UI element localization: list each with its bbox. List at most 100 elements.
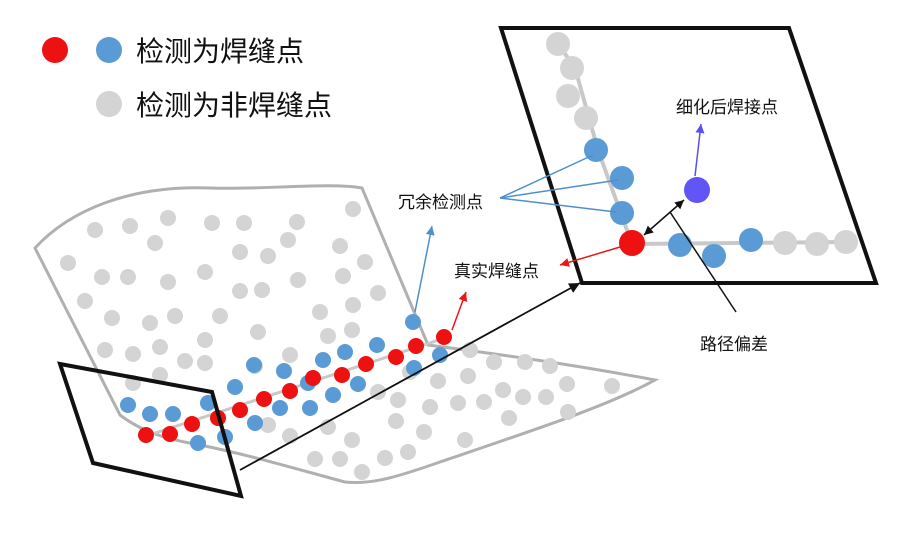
inset-non-weld-point [773, 231, 797, 255]
redundant-point [302, 400, 318, 416]
inset-redundant-point [584, 138, 608, 162]
non-weld-point [486, 354, 502, 370]
non-weld-point [152, 367, 168, 383]
inset-true-weld-point [619, 230, 645, 256]
redundant-point [369, 337, 385, 353]
non-weld-point [290, 272, 306, 288]
redundant-point [246, 357, 262, 373]
non-weld-point [236, 215, 252, 231]
non-weld-point [120, 269, 136, 285]
redundant-arrow [414, 225, 435, 313]
non-weld-point [345, 201, 361, 217]
non-weld-point [260, 248, 276, 264]
label-path-deviation: 路径偏差 [700, 335, 768, 355]
label-refined: 细化后焊接点 [676, 98, 778, 118]
redundant-point [276, 363, 292, 379]
inset-redundant-point [610, 201, 634, 225]
refined-arrow [694, 123, 705, 177]
non-weld-point [250, 324, 266, 340]
non-weld-point [307, 451, 323, 467]
non-weld-point [260, 417, 276, 433]
inset-non-weld-point [560, 56, 584, 80]
non-weld-point [160, 210, 176, 226]
legend-weld-label: 检测为焊缝点 [136, 35, 305, 68]
true-weld-point [162, 426, 178, 442]
non-weld-point [344, 432, 360, 448]
non-weld-point [332, 451, 348, 467]
non-weld-point [87, 222, 103, 238]
non-weld-point [460, 368, 476, 384]
redundant-point [272, 400, 288, 416]
non-weld-point [430, 373, 446, 389]
non-weld-point [538, 389, 554, 405]
non-weld-point [197, 355, 213, 371]
non-weld-point [232, 283, 248, 299]
redundant-point [142, 406, 158, 422]
non-weld-point [77, 293, 93, 309]
true-weld-point [436, 329, 452, 345]
non-weld-point [604, 378, 620, 394]
non-weld-point [177, 353, 193, 369]
legend-blue-dot [96, 37, 122, 63]
zoom-frame [498, 26, 879, 285]
true-weld-point [334, 367, 350, 383]
non-weld-point [542, 358, 558, 374]
redundant-point [165, 406, 181, 422]
non-weld-point [400, 444, 416, 460]
non-weld-point [204, 215, 220, 231]
non-weld-point [476, 394, 492, 410]
non-weld-point [167, 308, 183, 324]
non-weld-point [354, 464, 370, 480]
non-weld-point [559, 376, 575, 392]
non-weld-point [280, 232, 296, 248]
non-weld-point [97, 342, 113, 358]
legend-non-weld-label: 检测为非焊缝点 [136, 89, 333, 122]
non-weld-point [457, 432, 473, 448]
redundant-point [247, 415, 263, 431]
non-weld-point [312, 304, 328, 320]
non-weld-point [122, 218, 138, 234]
non-weld-point [332, 238, 348, 254]
legend-weld: 检测为焊缝点 [42, 30, 304, 70]
true-weld-point [388, 349, 404, 365]
non-weld-point [370, 285, 386, 301]
non-weld-point [212, 308, 228, 324]
label-true-weld: 真实焊缝点 [454, 262, 539, 282]
workpiece-surface [33, 184, 660, 485]
true-weld-arrow [559, 246, 621, 267]
true-weld-point [282, 383, 298, 399]
label-redundant: 冗余检测点 [398, 193, 483, 213]
legend-red-dot [42, 37, 68, 63]
inset-redundant-point [702, 244, 726, 268]
non-weld-point [450, 395, 466, 411]
non-weld-point [422, 399, 438, 415]
zoom-connector [239, 282, 581, 471]
inset-redundant-point [610, 166, 634, 190]
non-weld-point [345, 297, 361, 313]
non-weld-point [282, 347, 298, 363]
selection-frame-small [57, 361, 244, 499]
non-weld-point [388, 413, 404, 429]
non-weld-point [197, 264, 213, 280]
deviation-leader [669, 211, 737, 313]
redundant-arrow [499, 197, 617, 213]
inset-redundant-point [668, 233, 692, 257]
non-weld-point [125, 346, 141, 362]
non-weld-point [357, 254, 373, 270]
redundant-point [315, 352, 331, 368]
non-weld-point [104, 310, 120, 326]
zoom-inset [546, 32, 858, 268]
redundant-point [190, 435, 206, 451]
non-weld-point [152, 339, 168, 355]
inset-non-weld-point [556, 84, 580, 108]
non-weld-point [60, 255, 76, 271]
redundant-point [337, 344, 353, 360]
deviation-arrow [643, 199, 685, 236]
annotation-arrows [414, 123, 737, 331]
non-weld-point [147, 235, 163, 251]
non-weld-point [517, 354, 533, 370]
non-weld-point [232, 244, 248, 260]
non-weld-point [254, 282, 270, 298]
true-weld-point [232, 402, 248, 418]
